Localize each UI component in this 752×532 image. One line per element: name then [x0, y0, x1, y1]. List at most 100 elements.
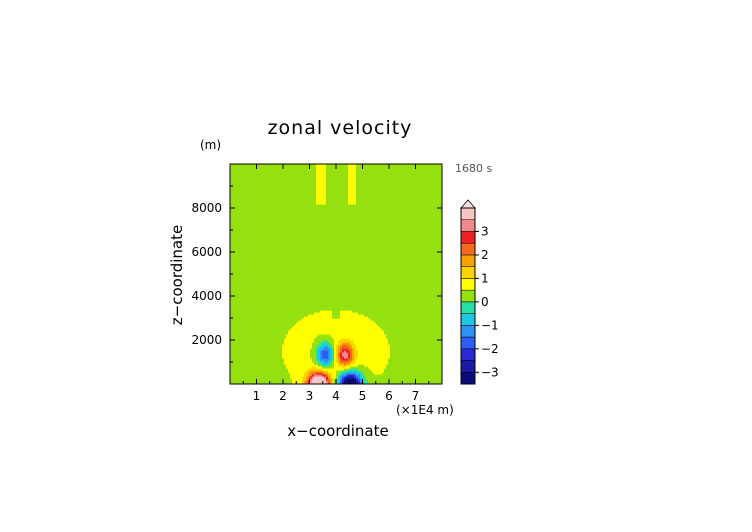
field-cell [254, 198, 257, 201]
field-cell [264, 258, 267, 261]
field-cell [244, 302, 247, 305]
field-cell [256, 266, 259, 269]
field-cell [268, 332, 271, 335]
field-cell [244, 292, 247, 295]
field-cell [232, 312, 235, 315]
field-cell [260, 262, 263, 265]
field-cell [258, 312, 261, 315]
field-cell [244, 234, 247, 237]
field-cell [248, 190, 251, 193]
field-cell [250, 206, 253, 209]
field-cell [254, 344, 257, 347]
field-cell [262, 166, 265, 169]
field-cell [232, 252, 235, 255]
field-cell [254, 312, 257, 315]
field-cell [230, 322, 233, 325]
field-cell [272, 228, 275, 231]
field-cell [240, 240, 243, 243]
field-cell [254, 232, 257, 235]
field-cell [260, 248, 263, 251]
field-cell [234, 324, 237, 327]
field-cell [272, 280, 275, 283]
field-cell [258, 170, 261, 173]
field-cell [266, 264, 269, 267]
field-cell [266, 362, 269, 365]
field-cell [240, 220, 243, 223]
field-cell [232, 280, 235, 283]
field-cell [270, 236, 273, 239]
field-cell [238, 354, 241, 357]
field-cell [266, 342, 269, 345]
field-cell [252, 174, 255, 177]
field-cell [252, 172, 255, 175]
field-cell [268, 238, 271, 241]
field-cell [266, 262, 269, 265]
field-cell [266, 218, 269, 221]
field-cell [266, 204, 269, 207]
field-cell [242, 278, 245, 281]
field-cell [268, 308, 271, 311]
field-cell [270, 304, 273, 307]
field-cell [270, 336, 273, 339]
field-cell [242, 256, 245, 259]
field-cell [254, 370, 257, 373]
field-cell [270, 270, 273, 273]
field-cell [242, 276, 245, 279]
field-cell [234, 208, 237, 211]
field-cell [240, 216, 243, 219]
field-cell [242, 166, 245, 169]
field-cell [250, 274, 253, 277]
field-cell [272, 266, 275, 269]
field-cell [230, 180, 233, 183]
field-cell [272, 356, 275, 359]
field-cell [262, 320, 265, 323]
field-cell [250, 280, 253, 283]
field-cell [250, 290, 253, 293]
field-cell [262, 334, 265, 337]
field-cell [234, 180, 237, 183]
field-cell [234, 350, 237, 353]
field-cell [240, 194, 243, 197]
field-cell [250, 364, 253, 367]
field-cell [246, 168, 249, 171]
field-cell [254, 222, 257, 225]
field-cell [258, 276, 261, 279]
field-cell [242, 236, 245, 239]
field-cell [248, 230, 251, 233]
field-cell [238, 358, 241, 361]
field-cell [230, 358, 233, 361]
field-cell [264, 352, 267, 355]
field-cell [234, 234, 237, 237]
field-cell [268, 374, 271, 377]
field-cell [238, 306, 241, 309]
field-cell [268, 248, 271, 251]
field-cell [246, 244, 249, 247]
field-cell [266, 322, 269, 325]
field-cell [238, 166, 241, 169]
field-cell [238, 174, 241, 177]
field-cell [230, 324, 233, 327]
field-cell [234, 288, 237, 291]
field-cell [262, 312, 265, 315]
field-cell [268, 288, 271, 291]
field-cell [270, 364, 273, 367]
field-cell [268, 210, 271, 213]
field-cell [254, 260, 257, 263]
field-cell [268, 360, 271, 363]
field-cell [264, 368, 267, 371]
field-cell [268, 236, 271, 239]
field-cell [256, 294, 259, 297]
field-cell [244, 278, 247, 281]
field-cell [256, 242, 259, 245]
field-cell [260, 180, 263, 183]
field-cell [266, 278, 269, 281]
field-cell [232, 348, 235, 351]
field-cell [230, 376, 233, 379]
field-cell [272, 320, 275, 323]
field-cell [266, 344, 269, 347]
field-cell [240, 170, 243, 173]
field-cell [238, 254, 241, 257]
field-cell [236, 316, 239, 319]
field-cell [230, 228, 233, 231]
field-cell [252, 188, 255, 191]
